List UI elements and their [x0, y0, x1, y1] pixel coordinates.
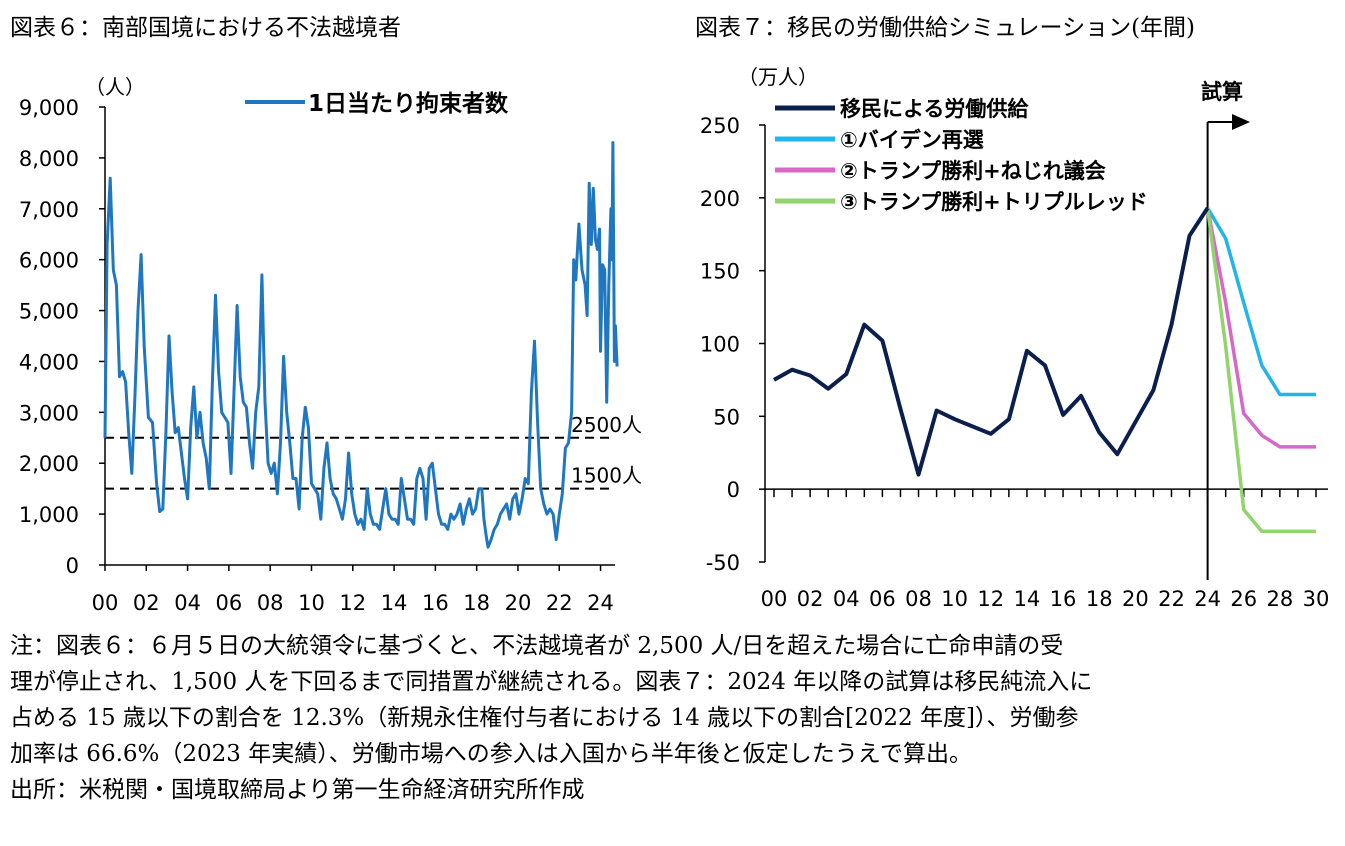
fig6-x-tick-label: 12	[339, 591, 366, 615]
fig6-y-unit-label: （人）	[85, 75, 145, 99]
fig6-title: 図表６：南部国境における不法越境者	[10, 15, 401, 41]
fig7-y-tick-label: 200	[700, 187, 740, 211]
fig7-y-tick-label: 150	[700, 260, 740, 284]
fig6-legend-label: 1日当たり拘束者数	[308, 90, 509, 117]
fig6-x-tick-label: 22	[546, 591, 573, 615]
fig7-y-tick-label: 0	[727, 478, 740, 502]
projection-arrow-head	[1232, 114, 1250, 130]
fig6-x-tick-label: 00	[92, 591, 119, 615]
source-line: 出所：米税関・国境取締局より第一生命経済研究所作成	[10, 777, 585, 803]
note-line-1: 注：図表６：６月５日の大統領令に基づくと、不法越境者が 2,500 人/日を超え…	[10, 633, 1064, 659]
fig7-legend-label: ②トランプ勝利+ねじれ議会	[840, 159, 1106, 183]
fig6-y-tick-label: 0	[66, 554, 79, 578]
fig6-y-tick-label: 1,000	[19, 503, 79, 527]
fig7-x-tick-label: 14	[1014, 587, 1041, 611]
fig7-y-tick-label: 100	[700, 333, 740, 357]
fig6-x-tick-label: 02	[133, 591, 160, 615]
fig6-y-tick-label: 2,000	[19, 452, 79, 476]
fig7-x-tick-label: 20	[1122, 587, 1149, 611]
fig6-y-tick-label: 4,000	[19, 350, 79, 374]
fig7-x-tick-label: 08	[905, 587, 932, 611]
fig6-x-tick-label: 14	[381, 591, 408, 615]
threshold-label: 1500人	[571, 464, 642, 488]
fig6-x-tick-label: 20	[505, 591, 532, 615]
fig6-x-tick-label: 06	[216, 591, 243, 615]
note-line-3: 占める 15 歳以下の割合を 12.3%（新規永住権付与者における 14 歳以下…	[10, 705, 1079, 731]
fig7-x-tick-label: 26	[1230, 587, 1257, 611]
fig7-series-line-1	[773, 206, 1210, 477]
fig6-x-tick-label: 16	[422, 591, 449, 615]
fig7-x-tick-label: 16	[1050, 587, 1077, 611]
fig7-y-tick-label: 50	[713, 405, 740, 429]
fig7-y-tick-label: -50	[706, 551, 740, 575]
fig6-x-tick-label: 24	[587, 591, 614, 615]
fig7-x-tick-label: 30	[1303, 587, 1330, 611]
fig7-x-tick-label: 22	[1158, 587, 1185, 611]
fig6-y-tick-label: 7,000	[19, 198, 79, 222]
fig6-x-tick-label: 10	[298, 591, 325, 615]
fig7-x-tick-label: 10	[941, 587, 968, 611]
fig7-y-tick-label: 250	[700, 114, 740, 138]
fig7-x-tick-label: 00	[761, 587, 788, 611]
fig7-series-line-3	[1205, 207, 1316, 449]
fig7-x-tick-label: 28	[1266, 587, 1293, 611]
fig7-x-tick-label: 06	[869, 587, 896, 611]
fig7-x-tick-label: 12	[977, 587, 1004, 611]
fig7-legend-label: ③トランプ勝利+トリプルレッド	[840, 190, 1148, 214]
fig7-x-tick-label: 02	[797, 587, 824, 611]
fig6-y-tick-label: 6,000	[19, 249, 79, 273]
fig6-y-tick-label: 5,000	[19, 300, 79, 324]
fig6-x-tick-label: 04	[174, 591, 201, 615]
fig7-title: 図表７：移民の労働供給シミュレーション(年間)	[695, 15, 1196, 41]
note-line-2: 理が停止され、1,500 人を下回るまで同措置が継続される。図表７：2024 年…	[10, 669, 1093, 695]
fig6-x-tick-label: 08	[257, 591, 284, 615]
fig6-y-tick-label: 8,000	[19, 147, 79, 171]
fig7-x-tick-label: 24	[1194, 587, 1221, 611]
projection-label: 試算	[1201, 80, 1243, 104]
fig7-x-tick-label: 18	[1086, 587, 1113, 611]
fig7-legend-label: ①バイデン再選	[840, 128, 984, 152]
fig7-x-tick-label: 04	[833, 587, 860, 611]
fig7-series-line-4	[1205, 207, 1316, 534]
fig7-legend-label: 移民による労働供給	[840, 97, 1029, 121]
fig6-x-tick-label: 18	[463, 591, 490, 615]
fig7-y-unit-label: （万人）	[738, 65, 818, 89]
note-line-4: 加率は 66.6%（2023 年実績）、労働市場への参入は入国から半年後と仮定し…	[10, 741, 973, 767]
threshold-label: 2500人	[571, 413, 642, 437]
fig6-y-tick-label: 9,000	[19, 96, 79, 120]
notes-block: 注：図表６：６月５日の大統領令に基づくと、不法越境者が 2,500 人/日を超え…	[10, 628, 1340, 808]
fig6-y-tick-label: 3,000	[19, 401, 79, 425]
fig7-series-line-2	[1206, 207, 1316, 397]
fig6-series-line	[103, 141, 619, 549]
